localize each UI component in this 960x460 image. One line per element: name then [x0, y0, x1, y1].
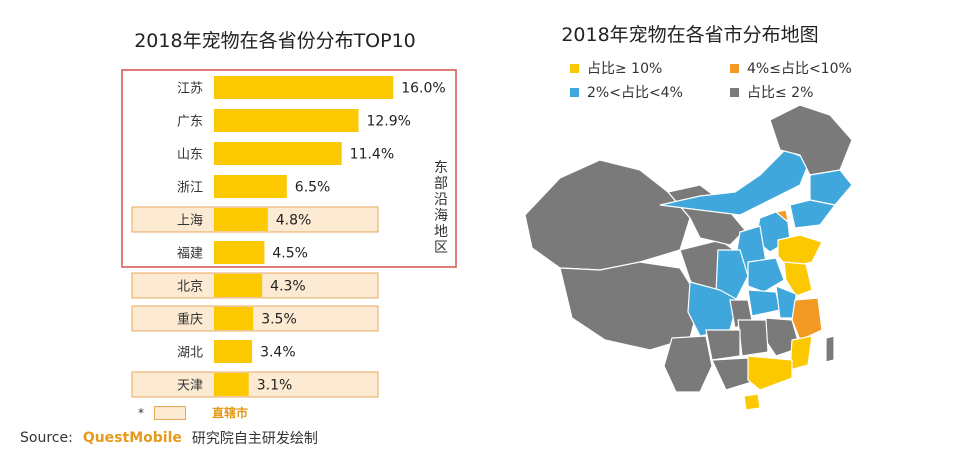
bar-福建 — [214, 241, 265, 264]
bar-山东 — [214, 142, 342, 165]
note-marker: * — [138, 405, 144, 420]
category-label: 广东 — [177, 115, 203, 130]
map-title: 2018年宠物在各省市分布地图 — [561, 24, 819, 46]
map-legend: 占比≥ 10% 4%≤占比<10% 2%<占比<4% 占比≤ 2% — [570, 58, 890, 108]
hunan-region — [737, 319, 769, 357]
value-label: 16.0% — [401, 81, 445, 97]
bar-重庆 — [214, 307, 254, 330]
guizhou-region — [705, 329, 741, 361]
legend-swatch-icon — [730, 87, 739, 97]
value-label: 3.1% — [257, 378, 293, 394]
legend-item-low: 占比≤ 2% — [730, 82, 813, 102]
value-label: 3.4% — [260, 345, 296, 361]
legend-label: 2%<占比<4% — [587, 85, 683, 101]
value-label: 4.5% — [272, 246, 308, 262]
legend-label: 4%≤占比<10% — [747, 61, 852, 77]
bar-江苏 — [214, 76, 394, 99]
coastal-region-frame — [121, 69, 457, 268]
hubei-region — [747, 289, 781, 317]
tibet-region — [559, 261, 701, 351]
category-label: 上海 — [177, 214, 203, 229]
jilin-region — [809, 169, 853, 206]
value-label: 4.3% — [270, 279, 306, 295]
shandong-region — [777, 234, 823, 269]
category-label: 北京 — [177, 280, 203, 295]
guangxi-region — [711, 357, 753, 391]
yunnan-region — [663, 335, 713, 393]
category-label: 山东 — [177, 148, 203, 163]
fujian-region — [789, 335, 813, 371]
source-suffix: 研究院自主研发绘制 — [191, 431, 318, 447]
legend-swatch-icon — [730, 63, 739, 73]
category-label: 江苏 — [177, 81, 203, 97]
category-label: 湖北 — [177, 346, 203, 361]
taiwan-region — [825, 335, 835, 363]
shaanxi-region — [715, 249, 749, 301]
bar-湖北 — [214, 340, 253, 363]
bar-浙江 — [214, 175, 287, 198]
value-label: 12.9% — [366, 114, 410, 130]
inner-mongolia-region — [659, 149, 811, 216]
coastal-region-label: 东部沿海地区 — [434, 160, 448, 256]
legend-label: 占比≤ 2% — [747, 85, 814, 101]
category-label: 天津 — [177, 379, 203, 394]
hainan-region — [743, 393, 761, 411]
source-prefix: Source: — [20, 430, 73, 446]
source-brand: QuestMobile — [82, 430, 182, 446]
category-label: 浙江 — [177, 181, 203, 196]
bar-上海 — [214, 208, 268, 231]
jiangsu-region — [783, 261, 813, 297]
bar-天津 — [214, 373, 249, 396]
note-text: 直辖市 — [212, 406, 249, 420]
municipality-row-highlight — [131, 305, 379, 332]
legend-item-high: 占比≥ 10% — [570, 58, 662, 78]
bar-广东 — [214, 109, 359, 132]
china-map — [524, 104, 853, 411]
municipality-row-highlight — [131, 371, 379, 398]
legend-item-mid-low: 2%<占比<4% — [570, 82, 683, 102]
bar-chart-title: 2018年宠物在各省份分布TOP10 — [134, 30, 416, 52]
legend-swatch-icon — [570, 63, 579, 73]
legend-item-mid-high: 4%≤占比<10% — [730, 58, 852, 78]
category-label: 重庆 — [177, 312, 203, 328]
value-label: 6.5% — [295, 180, 331, 196]
zhejiang-region — [791, 297, 823, 341]
source-line: Source: QuestMobile 研究院自主研发绘制 — [20, 428, 318, 448]
liaoning-region — [789, 199, 837, 229]
henan-region — [747, 257, 785, 293]
legend-swatch-icon — [570, 87, 579, 97]
guangdong-region — [747, 355, 793, 391]
category-label: 福建 — [177, 247, 203, 262]
value-label: 4.8% — [276, 213, 312, 229]
municipality-swatch-icon — [154, 405, 186, 420]
value-label: 3.5% — [261, 312, 297, 328]
legend-label: 占比≥ 10% — [587, 61, 663, 77]
xinjiang-region — [524, 159, 691, 271]
municipality-note: * 直辖市 — [138, 404, 248, 421]
value-label: 11.4% — [350, 147, 394, 163]
bar-北京 — [214, 274, 263, 297]
